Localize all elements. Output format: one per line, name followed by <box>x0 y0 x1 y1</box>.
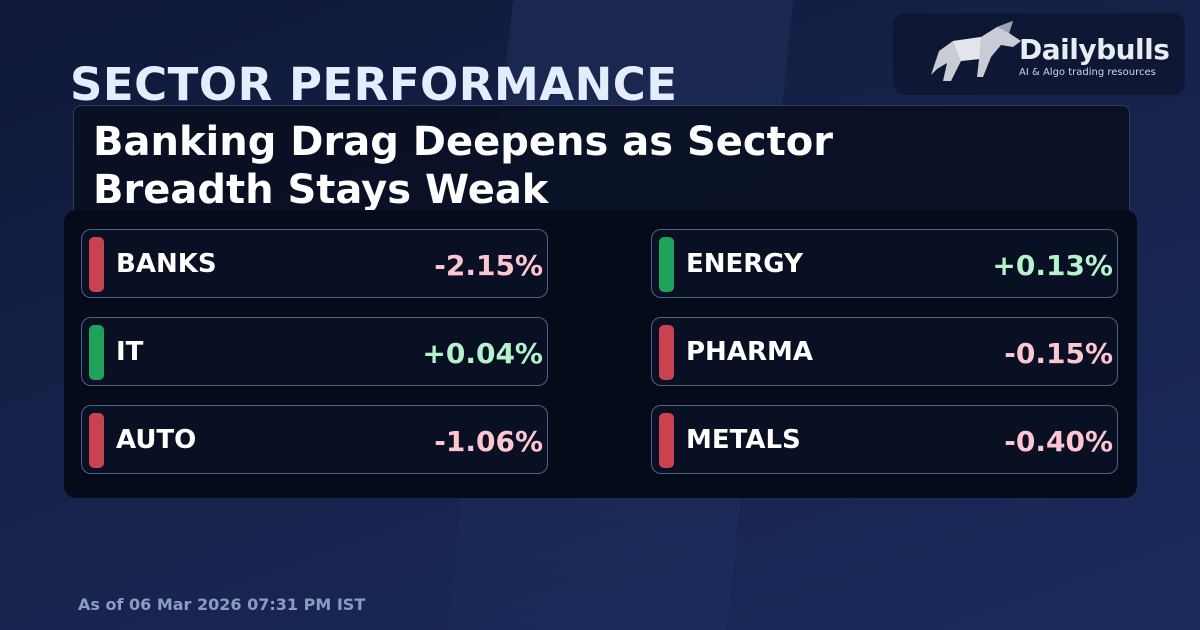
sector-name: AUTO <box>116 425 197 455</box>
trend-bar <box>659 325 674 380</box>
bull-icon <box>931 21 1021 81</box>
sector-change: -0.15% <box>1004 337 1113 370</box>
logo-name: Dailybulls <box>1019 33 1170 66</box>
sector-change: +0.04% <box>422 337 543 370</box>
sector-row: BANKS -2.15% <box>81 229 548 298</box>
sector-card: BANKS -2.15% ENERGY +0.13% IT +0.04% PHARMA -0.… <box>64 210 1137 498</box>
logo-tagline: AI & Algo trading resources <box>1019 67 1156 78</box>
trend-bar <box>659 413 674 468</box>
sector-name: BANKS <box>116 249 217 279</box>
sector-name: IT <box>116 337 144 367</box>
sector-name: PHARMA <box>686 337 813 367</box>
sector-change: -0.40% <box>1004 425 1113 458</box>
trend-bar <box>89 413 104 468</box>
trend-bar <box>659 237 674 292</box>
page-title: SECTOR PERFORMANCE <box>70 58 678 111</box>
sector-name: ENERGY <box>686 249 803 279</box>
timestamp: As of 06 Mar 2026 07:31 PM IST <box>78 595 366 614</box>
trend-bar <box>89 237 104 292</box>
logo: Dailybulls AI & Algo trading resources <box>893 13 1185 95</box>
sector-row: AUTO -1.06% <box>81 405 548 474</box>
sector-name: METALS <box>686 425 801 455</box>
sector-change: -2.15% <box>434 249 543 282</box>
trend-bar <box>89 325 104 380</box>
sector-row: IT +0.04% <box>81 317 548 386</box>
sector-row: ENERGY +0.13% <box>651 229 1118 298</box>
sector-row: METALS -0.40% <box>651 405 1118 474</box>
sector-change: -1.06% <box>434 425 543 458</box>
headline-panel <box>73 105 1130 222</box>
sector-change: +0.13% <box>992 249 1113 282</box>
headline: Banking Drag Deepens as Sector Breadth S… <box>93 119 833 213</box>
sector-row: PHARMA -0.15% <box>651 317 1118 386</box>
